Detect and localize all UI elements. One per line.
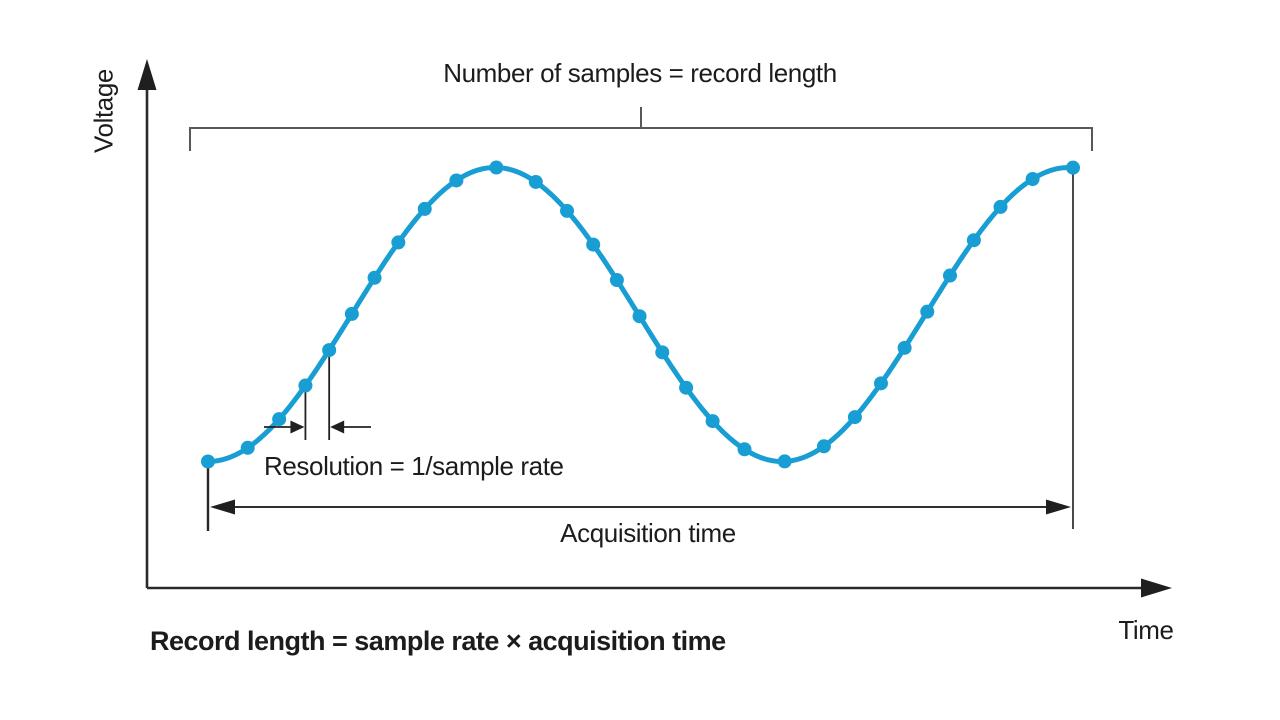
resolution-arrowhead-left-icon [330,420,345,434]
sample-dot [966,233,981,248]
sample-dot [298,378,313,393]
y-axis-label: Voltage [88,69,119,153]
sample-dot [897,340,912,355]
sample-dot [344,306,359,321]
resolution-annotation: Resolution = 1/sample rate [264,451,564,481]
acquisition-arrowhead-right-icon [1046,499,1071,515]
sample-dot [920,304,935,319]
sample-dot [847,410,862,425]
sample-dot [322,343,337,358]
sample-dot [942,268,957,283]
sample-dot [737,442,752,457]
sample-dot [560,203,575,218]
sample-dot [489,160,504,175]
record-length-bracket [189,127,1093,151]
sample-dot [417,201,432,216]
sample-dot [816,439,831,454]
sample-dot [391,235,406,250]
y-axis-arrowhead-icon [137,59,157,90]
record-length-annotation: Number of samples = record length [443,58,837,88]
resolution-arrowhead-right-icon [290,420,305,434]
sample-dot [367,270,382,285]
sample-dot [201,454,215,469]
sample-dot [705,414,720,429]
sample-dot [1025,172,1040,187]
sample-dot [679,380,694,395]
x-axis-arrowhead-icon [1141,578,1172,598]
sample-dot [586,237,601,252]
acquisition-arrowhead-left-icon [210,499,235,515]
sample-dot [528,174,543,189]
sample-dot [272,412,287,427]
sample-dot [873,376,888,391]
x-axis-label: Time [1118,615,1174,645]
sample-dot [993,199,1008,214]
sample-dot [1066,160,1080,175]
acquisition-time-annotation: Acquisition time [560,518,736,548]
sample-dot [240,440,255,455]
sample-dot [449,173,464,188]
sample-dot [609,273,624,288]
sample-dot [777,454,792,469]
record-length-formula: Record length = sample rate × acquisitio… [150,626,726,656]
sample-dot [655,345,670,360]
sample-dot [632,309,647,324]
